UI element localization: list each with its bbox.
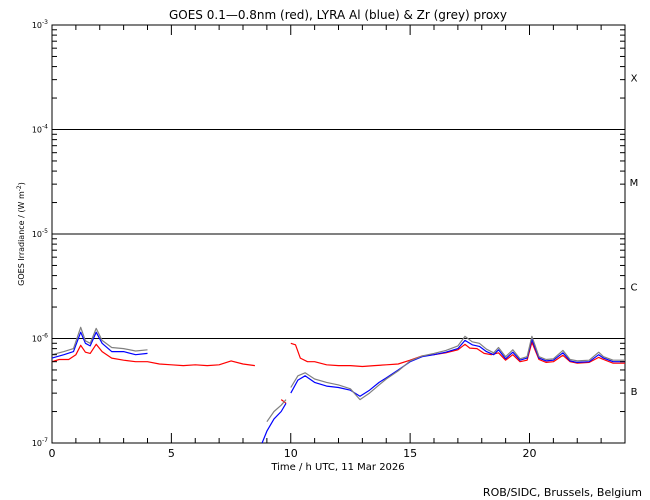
y-axis-label-close: ) <box>17 182 26 185</box>
x-tick-label: 5 <box>168 447 175 460</box>
y-axis-label-exponent: -2 <box>16 185 23 191</box>
x-tick-label: 20 <box>523 447 537 460</box>
class-label-x: X <box>631 73 638 84</box>
y-axis-label: GOES Irradiance / (W m-2) <box>16 182 26 286</box>
y-axis-label-main: GOES Irradiance / (W m <box>17 191 26 286</box>
series-layer <box>51 326 625 444</box>
chart-title: GOES 0.1—0.8nm (red), LYRA Al (blue) & Z… <box>169 8 507 22</box>
y-tick-label: 10-7 <box>32 437 48 448</box>
series-0-segment-2 <box>290 341 625 368</box>
y-axis: 10-7 10-6 10-5 10-4 10-3 <box>32 19 625 448</box>
series-2-segment-0 <box>51 326 148 356</box>
x-tick-label: 10 <box>284 447 298 460</box>
y-tick-label: 10-3 <box>32 19 48 30</box>
series-0-segment-1 <box>280 399 287 404</box>
x-axis-label: Time / h UTC, 11 Mar 2026 <box>270 462 404 473</box>
series-1-segment-0 <box>51 331 148 359</box>
x-tick-label: 15 <box>403 447 417 460</box>
y-tick-label: 10-4 <box>32 124 48 135</box>
flare-class-lines <box>52 129 625 339</box>
credit-text: ROB/SIDC, Brussels, Belgium <box>483 486 642 499</box>
y-tick-label: 10-5 <box>32 228 48 239</box>
series-2-segment-2 <box>290 335 625 401</box>
series-1-segment-2 <box>290 338 625 397</box>
flare-class-labels: X M C B <box>630 73 639 398</box>
series-2-segment-1 <box>266 399 287 423</box>
x-tick-label: 0 <box>49 447 56 460</box>
series-0-segment-0 <box>51 343 255 367</box>
class-label-c: C <box>631 282 638 293</box>
class-label-b: B <box>631 387 638 398</box>
class-label-m: M <box>630 178 639 189</box>
y-tick-label: 10-6 <box>32 333 48 344</box>
x-axis: 0 5 10 15 20 <box>49 25 626 460</box>
series-1-segment-1 <box>261 402 287 444</box>
